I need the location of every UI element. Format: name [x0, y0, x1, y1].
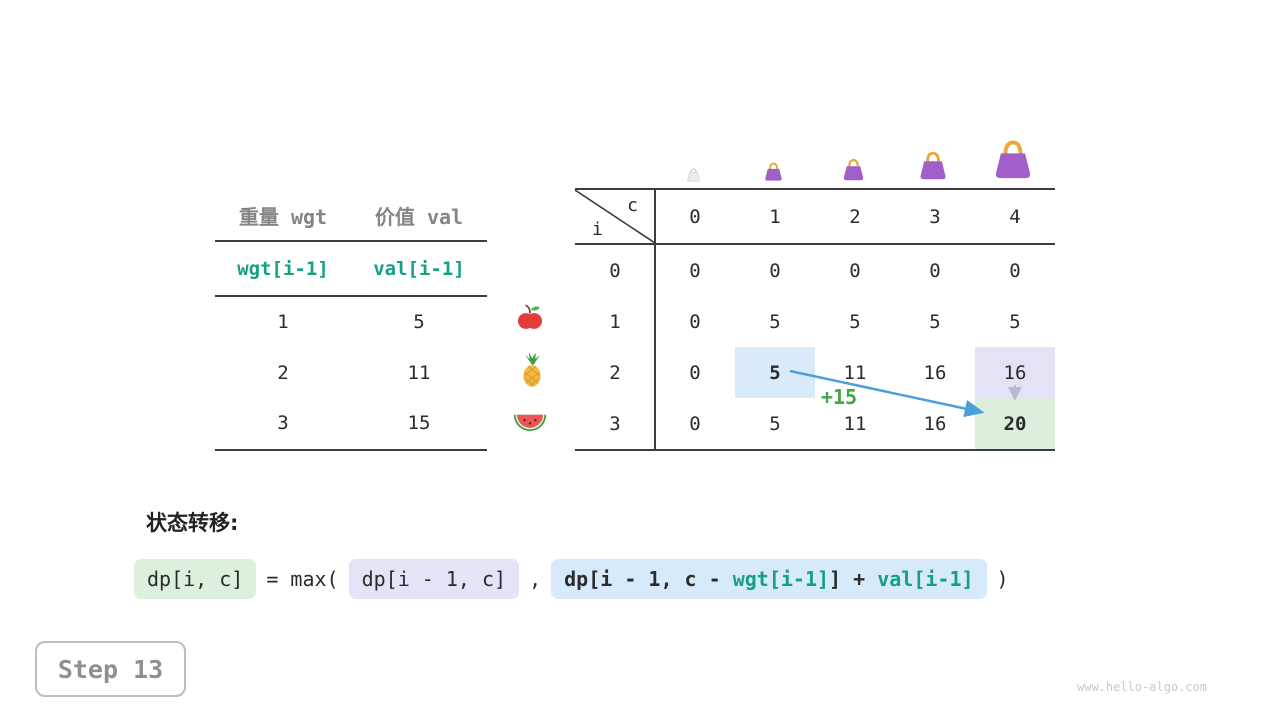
dp-cell-3-2: 11 [843, 412, 867, 435]
dp-cell-1-3: 5 [929, 310, 941, 333]
formula-arg2-wgt: wgt[i-1] [732, 567, 830, 591]
dp-row-header-0: 0 [609, 259, 621, 282]
bag-icon-capacity-0 [686, 167, 701, 183]
formula-arg2-part3: ] + [829, 567, 878, 591]
dp-cell-0-3: 0 [929, 259, 941, 282]
corner-label-c: c [627, 195, 638, 216]
dp-col-header-1: 1 [769, 205, 781, 228]
dp-cell-2-0: 0 [689, 361, 701, 384]
items-subheader-val: val[i-1] [373, 257, 465, 280]
formula-arg2-box: dp[i - 1, c - wgt[i-1]] + val[i-1] [551, 559, 987, 599]
dp-cell-1-1: 5 [769, 310, 781, 333]
dp-col-header-3: 3 [929, 205, 941, 228]
dp-cell-0-1: 0 [769, 259, 781, 282]
formula-close-paren: ) [996, 567, 1009, 591]
state-transition-formula: dp[i, c] = max( dp[i - 1, c] , dp[i - 1,… [134, 559, 1019, 599]
value-gain-annotation: +15 [820, 385, 858, 409]
dp-col-header-4: 4 [1009, 205, 1021, 228]
watermark: www.hello-algo.com [1077, 680, 1208, 694]
item-val-value: 5 [413, 311, 425, 334]
items-col-weight-header: 重量 wgt [238, 204, 328, 229]
bag-icon-capacity-4 [991, 137, 1035, 183]
items-col-value-header: 价值 val [374, 204, 464, 229]
dp-cell-2-4-source-highlight: 16 [975, 347, 1055, 398]
dp-table: c i 0 1 2 3 4 0 0 0 0 0 0 1 0 5 5 5 5 2 [575, 188, 1055, 451]
items-row-3: 3 15 [215, 398, 487, 449]
dp-row-1: 1 0 5 5 5 5 [575, 296, 1055, 347]
formula-arg1-box: dp[i - 1, c] [348, 559, 520, 599]
dp-cell-0-0: 0 [689, 259, 701, 282]
dp-cell-3-4-result-highlight: 20 [975, 398, 1055, 449]
formula-operator: = max( [266, 567, 339, 591]
items-table: 重量 wgt 价值 val wgt[i-1] val[i-1] 1 5 2 11… [215, 190, 487, 451]
step-badge: Step 13 [35, 641, 186, 697]
formula-separator: , [529, 567, 542, 591]
items-subheader-row: wgt[i-1] val[i-1] [215, 242, 487, 297]
dp-cell-3-1: 5 [769, 412, 781, 435]
dp-cell-0-2: 0 [849, 259, 861, 282]
dp-row-3: 3 0 5 11 16 20 [575, 398, 1055, 449]
dp-cell-3-0: 0 [689, 412, 701, 435]
items-row-2: 2 11 [215, 348, 487, 399]
dp-row-header-3: 3 [609, 412, 621, 435]
dp-row-header-2: 2 [609, 361, 621, 384]
corner-diagonal-line [575, 190, 655, 243]
item-val-value: 11 [407, 361, 431, 384]
dp-cell-2-1-source-highlight: 5 [735, 347, 815, 398]
dp-row-0: 0 0 0 0 0 0 [575, 245, 1055, 296]
bag-icon-capacity-3 [917, 149, 949, 183]
dp-corner-cell: c i [575, 190, 655, 243]
items-row-1: 1 5 [215, 297, 487, 348]
item-val-value: 15 [407, 412, 431, 435]
item-wgt-value: 1 [277, 311, 289, 334]
state-transition-label: 状态转移: [146, 511, 239, 535]
pineapple-icon [516, 351, 548, 388]
dp-header-row: c i 0 1 2 3 4 [575, 190, 1055, 245]
dp-cell-1-0: 0 [689, 310, 701, 333]
dp-table-vertical-divider [654, 190, 656, 449]
dp-cell-1-2: 5 [849, 310, 861, 333]
items-subheader-wgt: wgt[i-1] [237, 257, 329, 280]
dp-row-header-1: 1 [609, 310, 621, 333]
apple-icon [515, 303, 545, 333]
items-header-row: 重量 wgt 价值 val [215, 190, 487, 242]
bag-icon-capacity-1 [763, 161, 784, 183]
dp-col-header-2: 2 [849, 205, 861, 228]
dp-cell-0-4: 0 [1009, 259, 1021, 282]
items-body: 1 5 2 11 3 15 [215, 297, 487, 451]
dp-cell-1-4: 5 [1009, 310, 1021, 333]
dp-cell-3-3: 16 [923, 412, 947, 435]
bag-icon-capacity-2 [841, 157, 866, 183]
corner-label-i: i [592, 219, 603, 240]
dp-cell-2-3: 16 [923, 361, 947, 384]
dp-col-header-0: 0 [689, 205, 701, 228]
formula-lhs-box: dp[i, c] [134, 559, 257, 599]
item-wgt-value: 2 [277, 361, 289, 384]
formula-arg2-val: val[i-1] [877, 567, 974, 591]
item-wgt-value: 3 [277, 412, 289, 435]
watermelon-icon [512, 411, 548, 433]
formula-arg2-part1: dp[i - 1, c - [564, 567, 733, 591]
